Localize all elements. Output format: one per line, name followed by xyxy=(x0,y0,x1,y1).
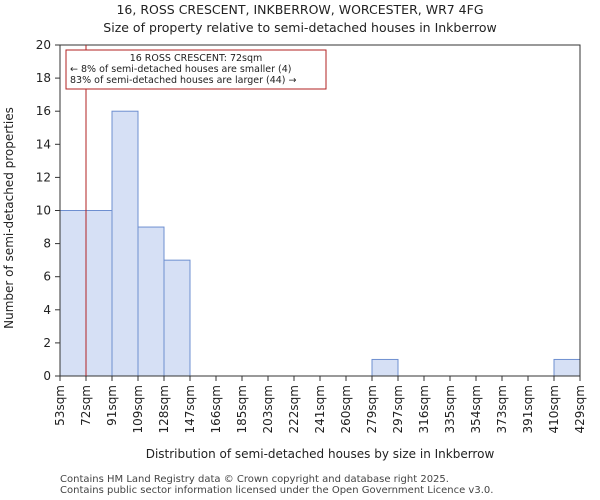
x-tick-label: 53sqm xyxy=(53,385,67,426)
histogram-bar-53sqm xyxy=(59,210,87,377)
x-tick-label: 203sqm xyxy=(261,385,275,433)
x-tick-label: 166sqm xyxy=(209,385,223,433)
x-tick-label: 260sqm xyxy=(339,385,353,433)
x-tick-label: 373sqm xyxy=(495,385,509,433)
y-tick-label: 18 xyxy=(36,71,51,85)
bars-group xyxy=(59,110,581,377)
y-axis-label: Number of semi-detached properties xyxy=(2,107,16,329)
x-tick-label: 391sqm xyxy=(521,385,535,433)
x-tick-label: 429sqm xyxy=(573,385,587,433)
annotation-box: 16 ROSS CRESCENT: 72sqm ← 8% of semi-det… xyxy=(65,49,327,90)
y-tick-label: 20 xyxy=(36,38,51,52)
x-tick-label: 410sqm xyxy=(547,385,561,433)
y-tick-label: 0 xyxy=(43,369,51,383)
histogram-bar-410sqm xyxy=(553,358,581,377)
footer-credit-1: Contains HM Land Registry data © Crown c… xyxy=(60,474,449,485)
x-tick-label: 222sqm xyxy=(287,385,301,433)
x-tick-label: 354sqm xyxy=(469,385,483,433)
x-tick-label: 335sqm xyxy=(443,385,457,433)
x-tick-label: 185sqm xyxy=(235,385,249,433)
footer-credit-2: Contains public sector information licen… xyxy=(60,485,494,496)
x-tick-label: 72sqm xyxy=(79,385,93,426)
annotation-line-1: 16 ROSS CRESCENT: 72sqm xyxy=(130,53,263,64)
y-axis-ticks: 0 2 4 6 8 10 12 14 16 18 20 xyxy=(36,38,60,383)
plot-frame xyxy=(59,44,581,377)
x-tick-label: 91sqm xyxy=(105,385,119,426)
x-tick-label: 316sqm xyxy=(417,385,431,433)
chart-title: 16, ROSS CRESCENT, INKBERROW, WORCESTER,… xyxy=(116,2,483,17)
x-axis-ticks: 53sqm 72sqm 91sqm 109sqm 128sqm 147sqm 166sqm 1… xyxy=(53,376,587,433)
y-tick-label: 10 xyxy=(36,204,51,218)
x-tick-label: 147sqm xyxy=(183,385,197,433)
y-tick-label: 16 xyxy=(36,104,51,118)
x-tick-label: 241sqm xyxy=(313,385,327,433)
annotation-line-3: 83% of semi-detached houses are larger (… xyxy=(70,75,297,86)
y-tick-label: 4 xyxy=(43,303,51,317)
histogram-bar-72sqm xyxy=(85,210,113,377)
x-tick-label: 128sqm xyxy=(157,385,171,433)
histogram-bar-109sqm xyxy=(137,226,165,377)
annotation-line-2: ← 8% of semi-detached houses are smaller… xyxy=(70,64,291,75)
y-tick-label: 6 xyxy=(43,270,51,284)
x-tick-label: 297sqm xyxy=(391,385,405,433)
y-tick-label: 14 xyxy=(36,137,51,151)
y-tick-label: 8 xyxy=(43,237,51,251)
x-tick-label: 279sqm xyxy=(365,385,379,433)
y-tick-label: 12 xyxy=(36,170,51,184)
chart-subtitle: Size of property relative to semi-detach… xyxy=(103,20,496,35)
histogram-bar-91sqm xyxy=(111,110,139,377)
y-tick-label: 2 xyxy=(43,336,51,350)
x-tick-label: 109sqm xyxy=(131,385,145,433)
histogram-bar-279sqm xyxy=(371,358,399,377)
histogram-bar-128sqm xyxy=(163,259,191,377)
x-axis-label: Distribution of semi-detached houses by … xyxy=(146,447,495,461)
